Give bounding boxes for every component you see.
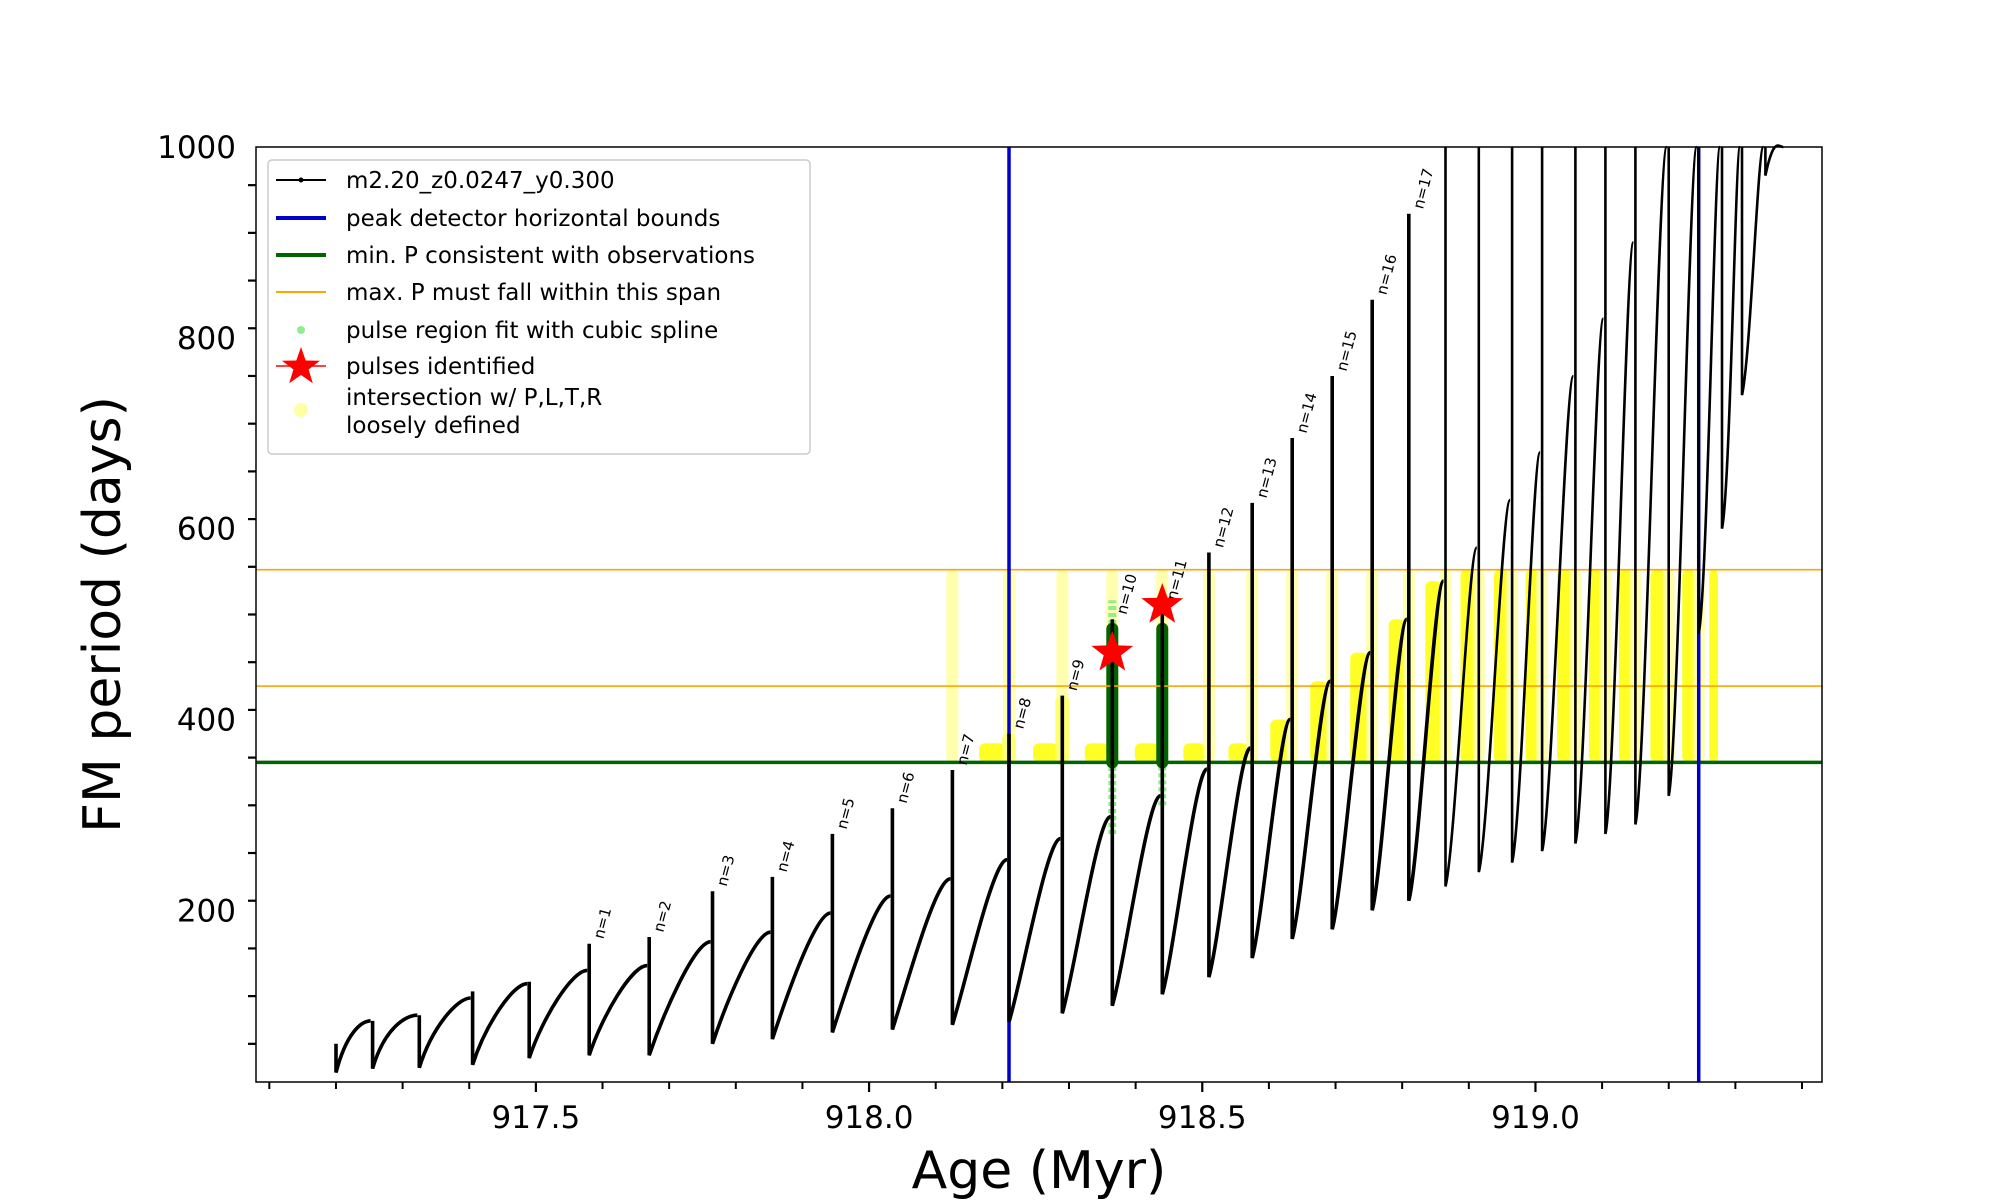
model-pulse-12 [950,770,1008,1026]
intersection-band-23 [1460,569,1475,763]
model-pulse-17 [1207,552,1252,978]
model-pulse-25 [1510,147,1542,863]
pulse-label-n=12: n=12 [1209,505,1237,549]
model-pulse-3 [417,996,471,1069]
model-pulse-5 [527,968,588,1059]
intersection-band-30 [1682,569,1695,763]
x-tick-label-2: 918.0 [825,1100,914,1136]
legend-label-5: pulse region fit with cubic spline [346,318,718,344]
legend-label-7-1: intersection w/ P,L,T,R [346,385,602,411]
model-pulse-13 [1007,733,1062,1023]
pulse-label-n=3: n=3 [713,853,739,888]
intersection-band-15 [1134,743,1159,763]
pulse-label-n=16: n=16 [1373,252,1401,296]
legend-label-6: pulses identified [346,354,535,380]
y-axis-label: FM period (days) [73,396,133,833]
model-pulse-20 [1330,376,1372,930]
legend-label-4: max. P must fall within this span [346,280,721,306]
model-pulse-21 [1370,299,1409,911]
model-pulse-4 [470,981,528,1066]
intersection-band-14 [1084,743,1109,763]
legend-marker-star [282,347,320,384]
x-tick-label-4: 919.0 [1491,1100,1580,1136]
model-pulse-24 [1477,147,1512,873]
y-tick-label-4: 800 [177,321,236,357]
model-pulse-32 [1720,145,1742,529]
legend-marker-model-dot [298,177,304,183]
model-pulse-7 [647,937,712,1056]
model-track-layer [334,144,1784,1073]
pulse-label-n=1: n=1 [590,905,616,940]
x-tick-label-1: 917.5 [492,1100,581,1136]
model-pulse-28 [1604,147,1635,835]
pulse-stars-layer [1091,583,1184,671]
intersection-band-12 [979,743,1006,763]
spline-layer [1106,600,1169,834]
pulse-label-n=2: n=2 [650,899,676,934]
pulse-identified-star-1 [1091,630,1134,671]
model-pulse-29 [1634,145,1668,825]
legend-label-7-2: loosely defined [346,413,521,439]
y-tick-label-2: 400 [177,702,236,738]
pulse-label-n=14: n=14 [1293,391,1321,435]
model-pulse-19 [1290,438,1332,940]
intersection-spike-12 [946,569,959,763]
legend-label-1: m2.20_z0.0247_y0.300 [346,168,615,194]
x-tick-label-3: 918.5 [1158,1100,1247,1136]
pulse-label-n=11: n=11 [1163,558,1191,602]
intersection-band-31 [1709,569,1719,763]
intersection-band-18 [1270,719,1289,763]
model-pulse-15 [1110,619,1163,1007]
y-tick-label-5: 1000 [157,130,236,166]
model-pulse-8 [710,891,771,1045]
intersection-band-22 [1425,581,1442,763]
pulse-label-n=5: n=5 [833,796,859,831]
intersection-band-26 [1557,569,1572,763]
y-tick-label-3: 600 [177,512,236,548]
model-pulse-22 [1407,213,1446,902]
pulse-label-n=17: n=17 [1409,166,1437,210]
pulse-label-n=6: n=6 [893,770,919,805]
model-pulse-23 [1444,147,1479,887]
intersection-band-13 [1033,743,1059,763]
model-pulse-33 [1740,145,1765,396]
pulse-label-n=13: n=13 [1253,455,1281,499]
intersection-band-29 [1650,569,1665,763]
intersection-band-27 [1588,569,1602,763]
legend-label-2: peak detector horizontal bounds [346,206,720,232]
intersection-band-28 [1618,569,1632,763]
legend-box [267,159,811,455]
intersection-band-17 [1228,743,1249,763]
legend-marker-spline [297,326,305,334]
legend-label-3: min. P consistent with observations [346,243,755,269]
pulse-annotations-layer: n=1 n=2n=3 n=4n=5n=6n=7n=8n=9n=10 n=11n=12n… [590,166,1438,940]
model-pulse-34 [1764,144,1784,176]
model-pulse-30 [1667,145,1698,797]
intersection-band-16 [1183,743,1205,763]
axes-layer: 917.5 918.0 918.5 919.0 200 400 600 800 1000 [157,130,1804,1136]
model-pulse-11 [890,808,952,1031]
model-pulse-31 [1697,145,1722,634]
model-pulse-26 [1540,147,1575,852]
model-pulse-6 [587,943,648,1056]
legend-marker-intersection [294,403,308,417]
model-pulse-16 [1160,605,1209,995]
model-pulse-18 [1250,502,1292,959]
model-pulse-1 [334,1019,371,1073]
y-tick-label-1: 200 [177,893,236,929]
model-pulse-10 [830,833,892,1033]
model-pulse-14 [1060,695,1112,1014]
pulse-label-n=15: n=15 [1333,329,1361,373]
pulse-label-n=4: n=4 [773,839,799,874]
model-pulse-2 [370,1013,418,1070]
x-axis-label: Age (Myr) [912,1141,1167,1200]
model-pulse-27 [1574,147,1605,844]
pulse-identified-star-2 [1141,583,1184,623]
model-pulse-9 [770,876,832,1040]
